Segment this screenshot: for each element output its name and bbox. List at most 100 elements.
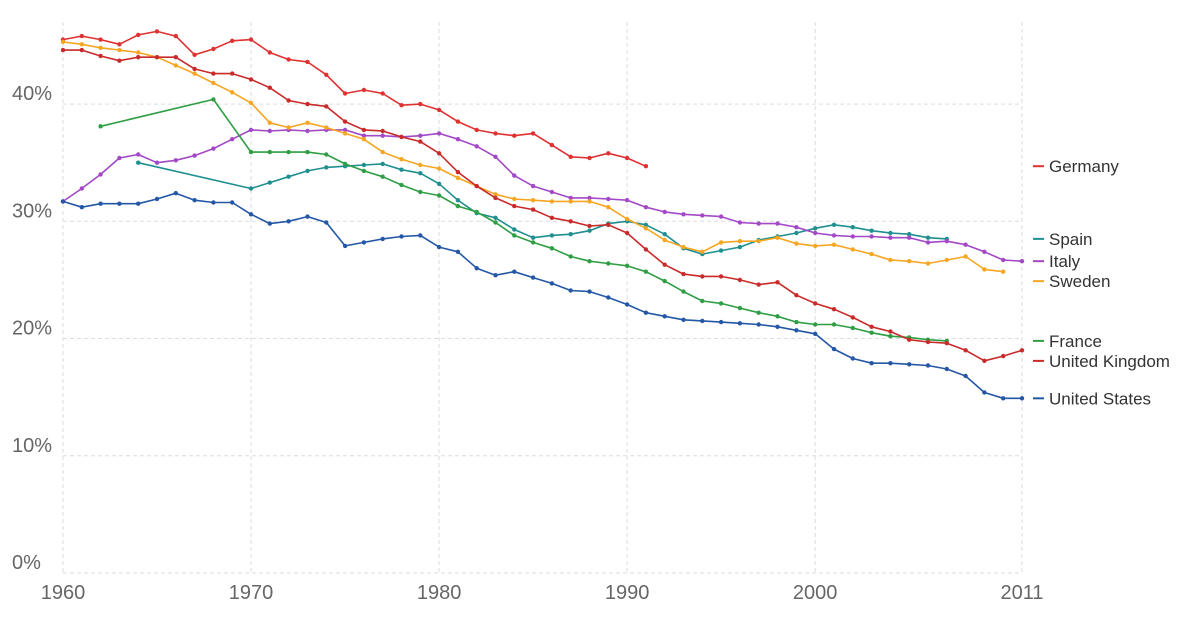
data-point-germany (79, 33, 85, 39)
legend-label-united-states: United States (1049, 389, 1151, 408)
legend-label-italy: Italy (1049, 252, 1081, 271)
data-point-france (643, 269, 649, 274)
series-line-france (100, 98, 947, 342)
data-point-sweden (624, 216, 630, 222)
data-point-spain (361, 162, 367, 168)
data-point-united-kingdom (493, 195, 498, 201)
x-tick-label: 1970 (229, 582, 274, 604)
data-point-sweden (850, 247, 855, 252)
data-point-france (737, 305, 743, 311)
data-point-sweden (418, 162, 423, 168)
data-point-germany (154, 29, 160, 34)
data-point-sweden (380, 149, 385, 155)
data-point-united-states (361, 240, 367, 245)
data-point-italy (775, 221, 780, 226)
data-point-united-states (286, 219, 291, 224)
data-point-italy (700, 213, 705, 218)
x-tick-label: 2011 (1000, 582, 1043, 604)
data-point-united-kingdom (60, 47, 66, 53)
data-point-united-states (248, 212, 254, 217)
data-point-spain (324, 165, 329, 170)
data-point-italy (813, 230, 818, 236)
data-point-spain (794, 230, 799, 236)
data-point-germany (248, 37, 254, 42)
data-point-united-states (154, 196, 160, 202)
data-point-italy (831, 233, 837, 238)
data-point-france (399, 182, 404, 188)
data-point-united-states (794, 328, 799, 333)
data-point-france (606, 261, 611, 266)
data-point-united-states (305, 214, 310, 219)
data-point-germany (117, 42, 122, 47)
data-point-united-states (60, 199, 66, 204)
data-point-united-states (549, 281, 555, 286)
data-point-sweden (436, 166, 442, 171)
data-point-united-kingdom (530, 207, 536, 212)
data-point-germany (512, 133, 517, 138)
data-point-united-states (718, 319, 724, 325)
data-point-italy (925, 240, 931, 245)
data-point-italy (248, 127, 254, 133)
data-point-france (549, 246, 555, 251)
data-point-france (850, 325, 855, 331)
data-point-italy (888, 235, 893, 240)
data-point-sweden (813, 243, 818, 249)
data-point-italy (963, 242, 968, 247)
data-point-united-kingdom (794, 293, 799, 298)
data-point-france (568, 254, 573, 259)
data-point-united-states (512, 269, 517, 274)
data-point-united-kingdom (79, 47, 85, 53)
data-point-italy (136, 152, 141, 157)
series-sweden (60, 39, 1006, 274)
x-tick-label: 1990 (605, 582, 650, 604)
data-point-germany (342, 91, 348, 96)
series-italy (60, 127, 1025, 264)
data-point-france (324, 152, 329, 157)
data-point-germany (399, 103, 404, 108)
data-point-germany (418, 101, 423, 107)
data-point-united-states (963, 373, 968, 379)
data-point-spain (888, 230, 893, 236)
data-point-united-states (662, 314, 667, 319)
data-point-sweden (1001, 269, 1006, 274)
data-point-italy (982, 249, 987, 254)
data-point-france (418, 189, 423, 195)
data-point-italy (493, 154, 498, 159)
data-point-spain (850, 225, 855, 230)
data-point-france (530, 240, 536, 245)
data-point-united-kingdom (982, 358, 987, 363)
legend-label-spain: Spain (1049, 230, 1092, 249)
data-point-united-states (756, 322, 761, 327)
data-point-sweden (455, 175, 461, 181)
series-france (98, 97, 949, 344)
data-point-france (756, 310, 761, 315)
data-point-spain (136, 160, 141, 165)
data-point-spain (305, 168, 310, 174)
data-point-sweden (681, 244, 686, 250)
data-point-spain (813, 226, 818, 231)
data-point-united-kingdom (756, 282, 761, 287)
data-point-germany (136, 32, 141, 38)
data-point-france (361, 168, 367, 174)
data-point-sweden (98, 45, 103, 50)
data-point-united-states (907, 362, 912, 367)
data-point-france (474, 209, 479, 215)
data-point-italy (418, 133, 423, 138)
data-point-united-kingdom (361, 127, 367, 133)
data-point-united-states (342, 243, 348, 249)
data-point-sweden (230, 90, 235, 95)
data-point-united-kingdom (681, 271, 686, 277)
data-point-united-states (380, 236, 385, 242)
data-point-italy (662, 209, 667, 215)
data-point-united-states (869, 361, 874, 366)
data-point-sweden (305, 120, 310, 126)
y-tick-label: 40% (12, 83, 52, 105)
x-tick-label: 1960 (41, 582, 86, 604)
data-point-italy (361, 133, 367, 138)
data-point-italy (342, 127, 348, 133)
data-point-italy (154, 160, 160, 165)
data-point-united-states (493, 273, 498, 278)
data-point-united-kingdom (606, 222, 611, 227)
y-tick-label: 10% (12, 435, 52, 457)
